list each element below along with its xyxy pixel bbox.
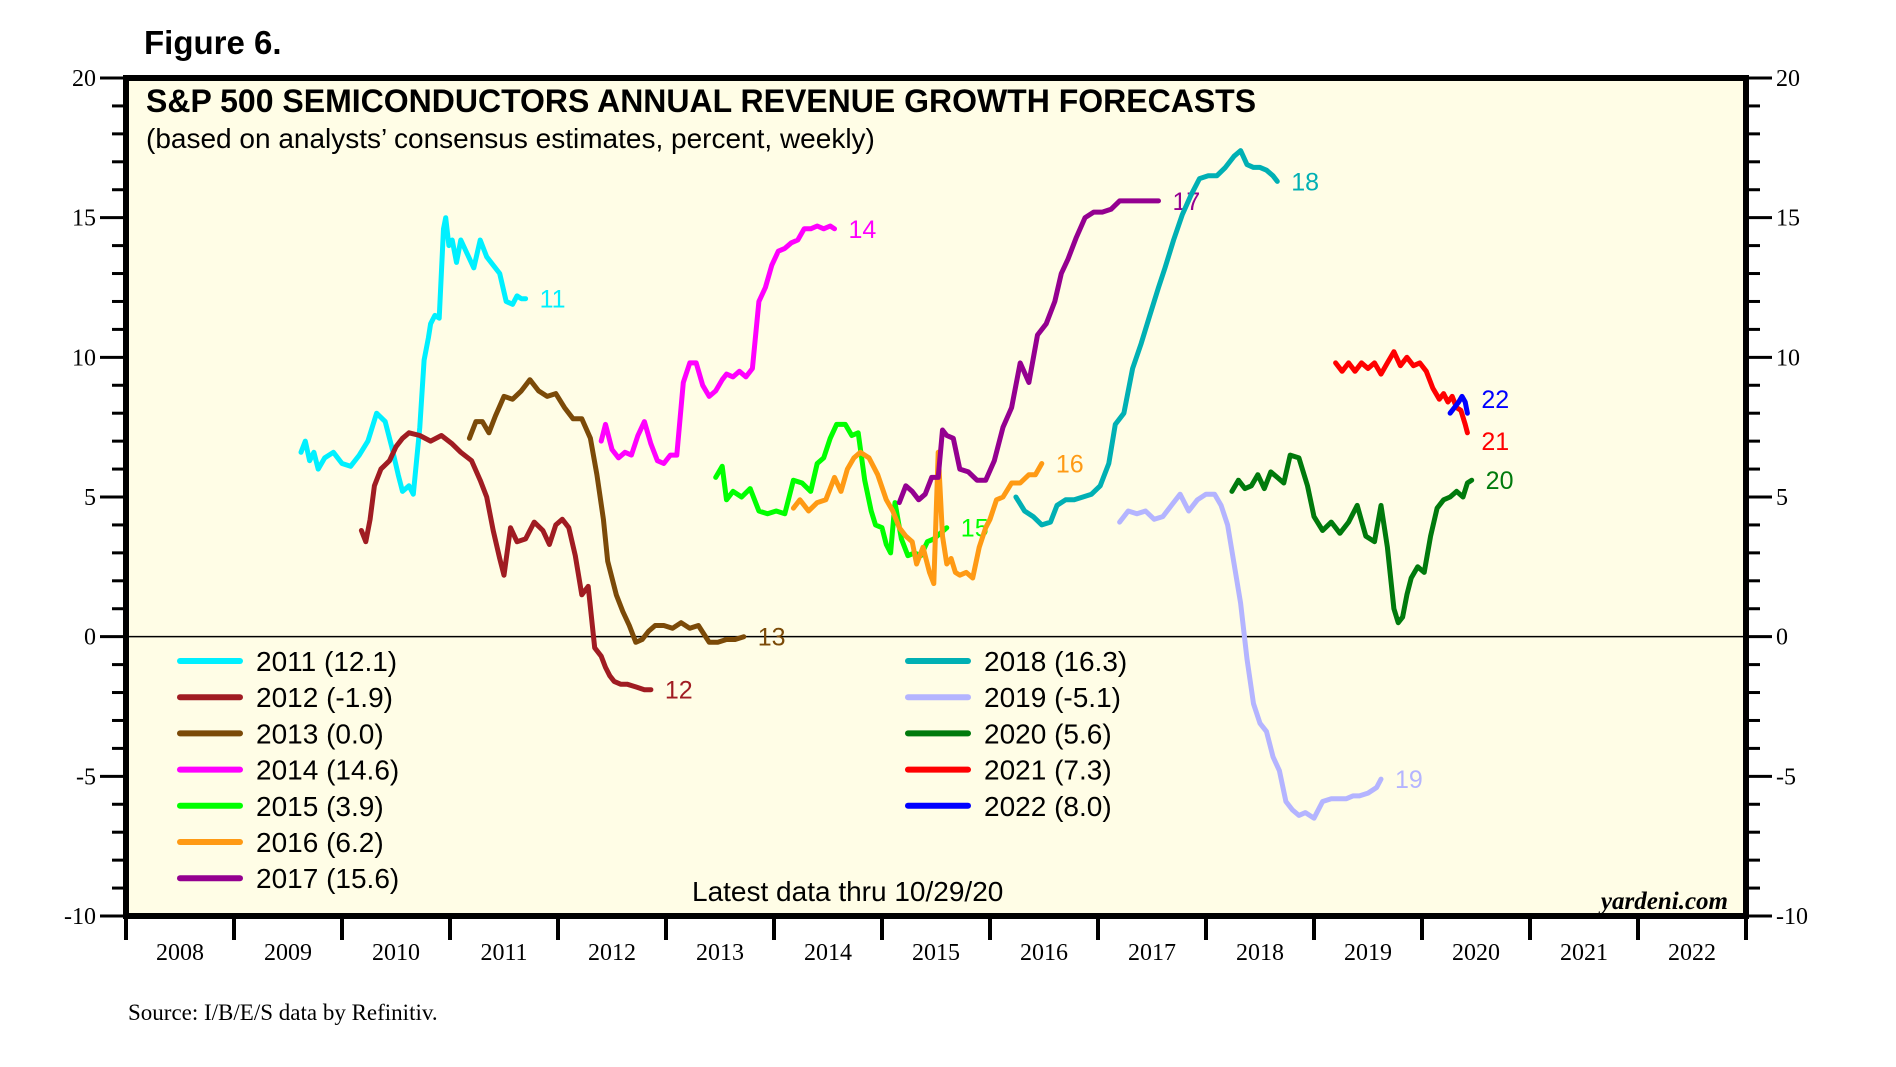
- chart-subtitle: (based on analysts’ consensus estimates,…: [146, 123, 875, 154]
- series-line-20: [1229, 452, 1475, 626]
- x-tick-label: 2008: [156, 940, 204, 966]
- y-tick-label-left: 5: [84, 485, 96, 511]
- series-end-label: 14: [848, 216, 876, 244]
- series-end-label: 12: [665, 677, 693, 705]
- x-tick-label: 2020: [1452, 940, 1500, 966]
- y-tick-label-left: 0: [84, 625, 96, 651]
- y-tick-label-right: 10: [1776, 345, 1800, 371]
- series-line-21: [1333, 349, 1470, 436]
- series-line-15: [713, 421, 950, 559]
- x-tick-label: 2021: [1560, 940, 1608, 966]
- x-tick-label: 2010: [372, 940, 420, 966]
- legend-label: 2013 (0.0): [256, 718, 384, 749]
- latest-data-note: Latest data thru 10/29/20: [692, 876, 1003, 907]
- legend-label: 2012 (-1.9): [256, 682, 393, 713]
- series-line-18: [1013, 148, 1280, 528]
- legend-label: 2015 (3.9): [256, 791, 384, 822]
- x-tick-label: 2015: [912, 940, 960, 966]
- chart-title: S&P 500 SEMICONDUCTORS ANNUAL REVENUE GR…: [146, 83, 1256, 119]
- x-tick-label: 2014: [804, 940, 852, 966]
- y-tick-label-right: 20: [1776, 66, 1800, 92]
- series-line-14: [598, 223, 837, 466]
- legend-label: 2011 (12.1): [256, 646, 397, 677]
- series-end-label: 21: [1481, 428, 1509, 456]
- series-end-label: 18: [1291, 168, 1319, 196]
- y-tick-label-right: 0: [1776, 625, 1788, 651]
- x-tick-label: 2017: [1128, 940, 1176, 966]
- series-end-label: 13: [758, 624, 786, 652]
- y-tick-label-left: -5: [76, 764, 96, 790]
- y-tick-label-left: -10: [64, 904, 96, 930]
- legend-label: 2020 (5.6): [984, 718, 1112, 749]
- series-line-22: [1447, 393, 1470, 416]
- x-tick-label: 2022: [1668, 940, 1716, 966]
- legend-label: 2017 (15.6): [256, 863, 399, 894]
- x-tick-label: 2019: [1344, 940, 1392, 966]
- series-end-label: 20: [1486, 467, 1514, 495]
- series-end-label: 19: [1395, 766, 1423, 794]
- figure-label: Figure 6.: [144, 24, 282, 61]
- series-end-label: 11: [540, 286, 566, 314]
- series-line-12: [358, 430, 654, 693]
- legend-label: 2018 (16.3): [984, 646, 1127, 677]
- series-end-label: 16: [1056, 450, 1084, 478]
- legend-label: 2021 (7.3): [984, 755, 1112, 786]
- source-note: Source: I/B/E/S data by Refinitiv.: [128, 1000, 438, 1025]
- series-line-13: [466, 377, 747, 645]
- series-line-11: [298, 215, 529, 497]
- x-tick-label: 2016: [1020, 940, 1068, 966]
- legend-label: 2016 (6.2): [256, 827, 384, 858]
- legend-label: 2022 (8.0): [984, 791, 1112, 822]
- series-line-19: [1117, 491, 1384, 821]
- x-tick-label: 2018: [1236, 940, 1284, 966]
- x-tick-label: 2012: [588, 940, 636, 966]
- y-tick-label-right: -5: [1776, 764, 1796, 790]
- y-tick-label-left: 10: [72, 345, 96, 371]
- x-tick-label: 2011: [480, 940, 527, 966]
- series-line-17: [896, 198, 1161, 506]
- legend-label: 2019 (-5.1): [984, 682, 1121, 713]
- brand-watermark: yardeni.com: [1598, 888, 1728, 915]
- y-tick-label-right: 15: [1776, 206, 1800, 232]
- y-tick-label-right: -10: [1776, 904, 1808, 930]
- series-line-16: [790, 449, 1045, 587]
- y-tick-label-right: 5: [1776, 485, 1788, 511]
- x-tick-label: 2013: [696, 940, 744, 966]
- legend-label: 2014 (14.6): [256, 755, 399, 786]
- series-end-label: 22: [1481, 386, 1509, 414]
- y-tick-label-left: 15: [72, 206, 96, 232]
- y-tick-label-left: 20: [72, 66, 96, 92]
- x-tick-label: 2009: [264, 940, 312, 966]
